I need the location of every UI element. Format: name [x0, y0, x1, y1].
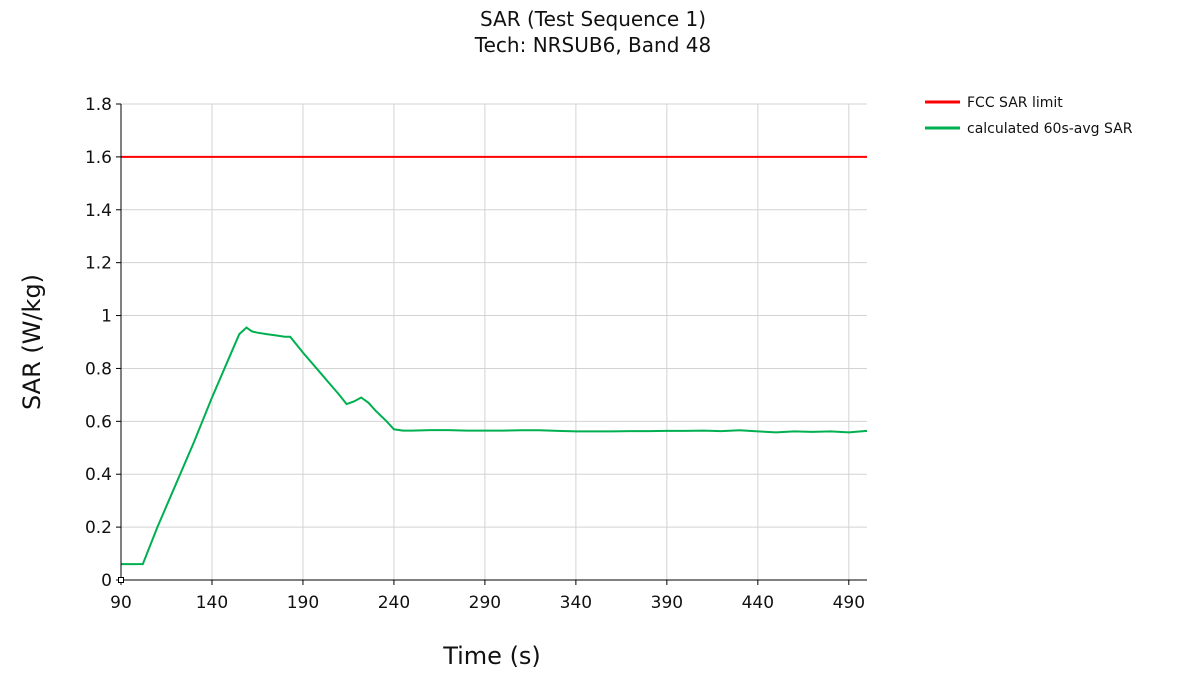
- x-tick-label: 140: [196, 593, 228, 613]
- x-tick-label: 440: [742, 593, 774, 613]
- y-tick-label: 0.8: [85, 359, 112, 379]
- y-tick-label: 0.2: [85, 518, 112, 538]
- y-tick-label: 0.4: [85, 465, 112, 485]
- origin-marker: [118, 577, 124, 583]
- legend-label: FCC SAR limit: [967, 95, 1063, 111]
- series-line-1: [121, 326, 868, 566]
- x-tick-label: 390: [651, 593, 683, 613]
- x-tick-label: 190: [287, 593, 319, 613]
- x-tick-label: 490: [833, 593, 865, 613]
- y-ticks: 0 0.2 0.4 0.6 0.8 1 1.2 1.4 1.6 1.8: [85, 95, 124, 591]
- y-tick-label: 1.6: [85, 148, 112, 168]
- y-tick-label: 1.4: [85, 201, 112, 221]
- y-tick-label: 1.8: [85, 95, 112, 115]
- chart-title: SAR (Test Sequence 1): [480, 7, 706, 31]
- y-tick-label: 1: [101, 307, 112, 327]
- series-layer: [121, 155, 868, 566]
- y-axis-label: SAR (W/kg): [18, 274, 46, 410]
- legend: FCC SAR limit calculated 60s-avg SAR: [925, 95, 1133, 137]
- chart-subtitle: Tech: NRSUB6, Band 48: [474, 33, 711, 57]
- x-tick-label: 290: [469, 593, 501, 613]
- x-tick-label: 90: [110, 593, 132, 613]
- x-axis-label: Time (s): [442, 642, 541, 670]
- axes: [120, 104, 867, 581]
- x-tick-label: 240: [378, 593, 410, 613]
- legend-label: calculated 60s-avg SAR: [967, 121, 1133, 137]
- y-tick-label: 0: [101, 571, 112, 591]
- x-tick-label: 340: [560, 593, 592, 613]
- grid-lines: [121, 103, 867, 580]
- x-ticks: 90 140 190 240 290 340 390 440 490: [110, 580, 865, 613]
- y-tick-label: 1.2: [85, 254, 112, 274]
- y-tick-label: 0.6: [85, 412, 112, 432]
